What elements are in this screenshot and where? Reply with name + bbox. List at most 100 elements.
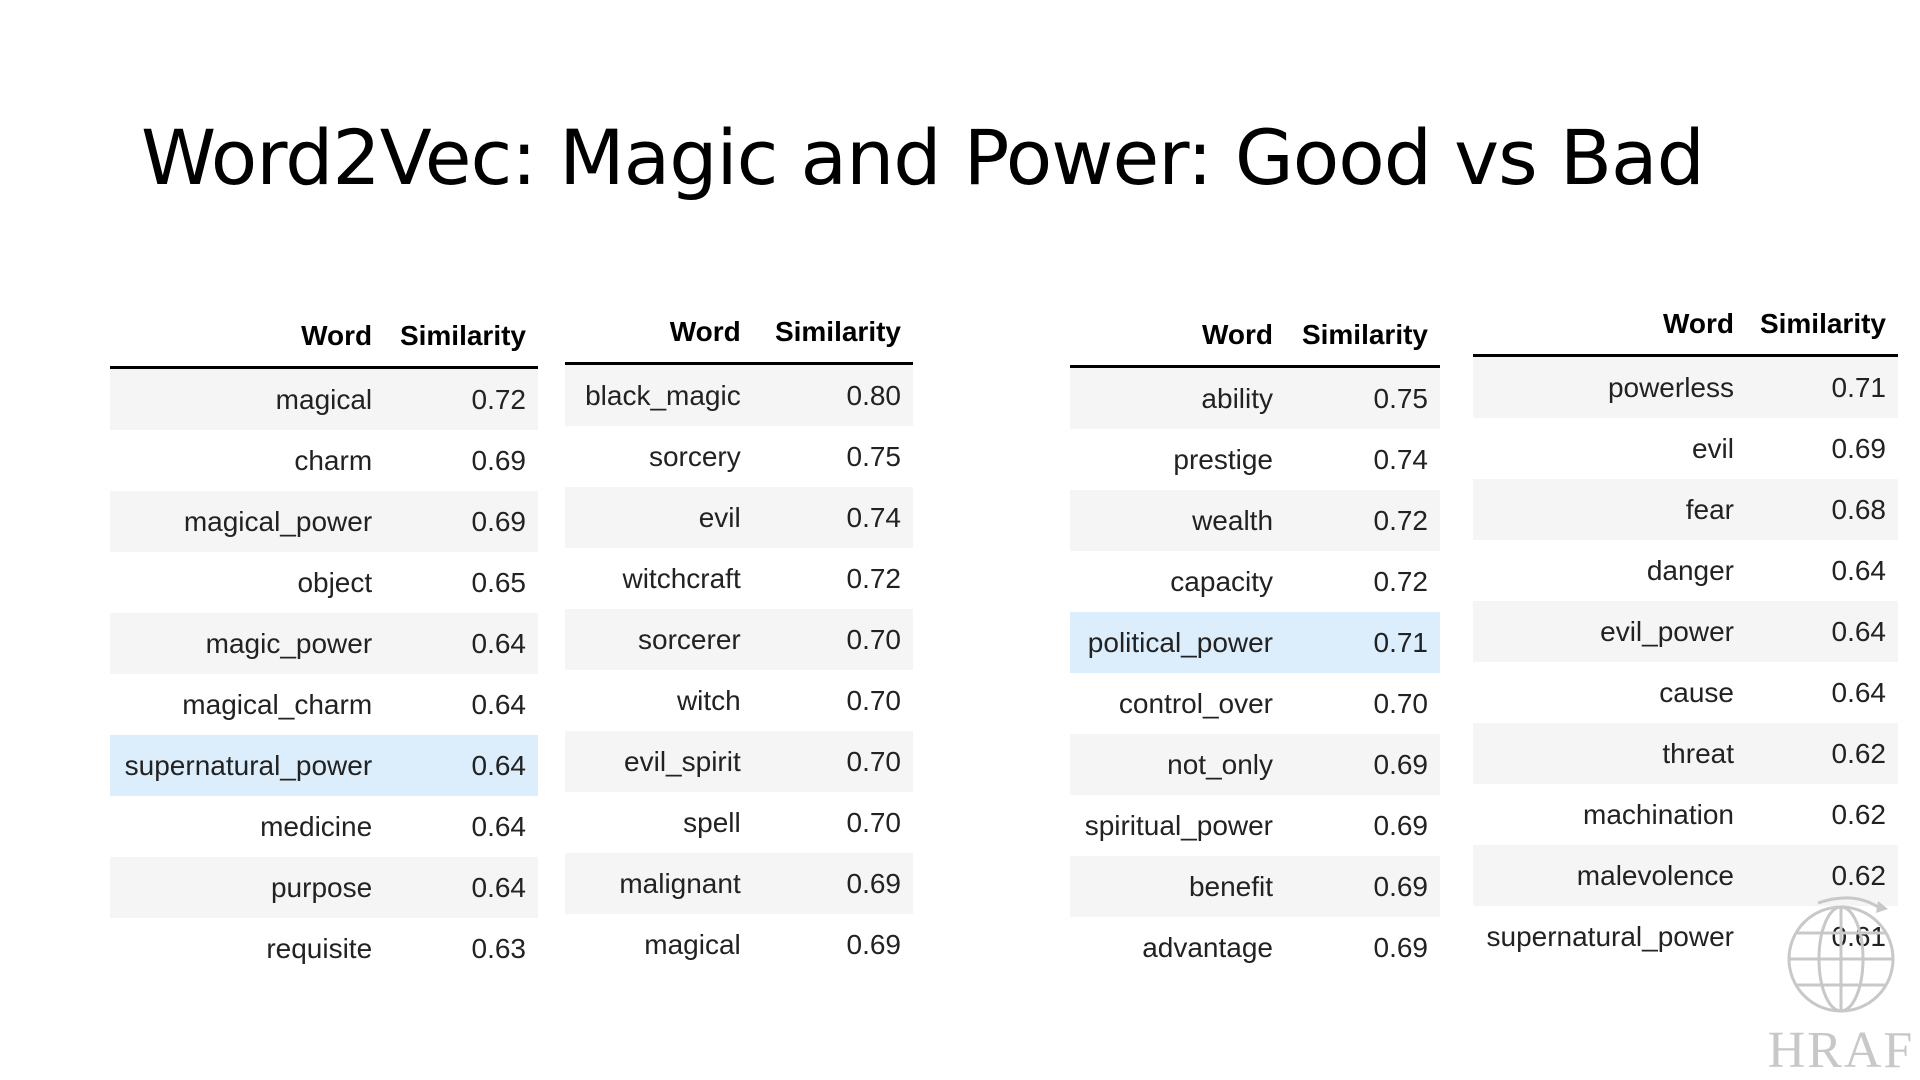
word-cell: fear [1473, 479, 1746, 540]
slide-title: Word2Vec: Magic and Power: Good vs Bad [141, 113, 1705, 202]
table-row: evil 0.74 [565, 487, 913, 548]
similarity-cell: 0.62 [1746, 723, 1898, 784]
similarity-cell: 0.71 [1746, 355, 1898, 418]
table-row: prestige 0.74 [1070, 429, 1440, 490]
table-row: malevolence 0.62 [1473, 845, 1898, 906]
word-cell: wealth [1070, 490, 1286, 551]
word-cell: powerless [1473, 355, 1746, 418]
table-row: magical_charm 0.64 [110, 674, 538, 735]
table-header-row: Word Similarity [1070, 304, 1440, 368]
similarity-cell: 0.70 [752, 792, 913, 853]
similarity-cell: 0.71 [1285, 612, 1440, 673]
word-column-header: Word [1070, 304, 1286, 368]
similarity-cell: 0.63 [384, 918, 538, 979]
similarity-cell: 0.72 [752, 548, 913, 609]
similarity-cell: 0.64 [1746, 601, 1898, 662]
word-cell: supernatural_power [1473, 906, 1746, 967]
hraf-logo: HRAF [1762, 893, 1920, 1080]
similarity-column-header: Similarity [752, 301, 913, 365]
word-cell: not_only [1070, 734, 1286, 795]
table-row: evil_power 0.64 [1473, 601, 1898, 662]
word-cell: magical [565, 914, 753, 975]
word-cell: black_magic [565, 363, 753, 426]
similarity-cell: 0.69 [1285, 734, 1440, 795]
similarity-cell: 0.72 [1285, 551, 1440, 612]
similarity-cell: 0.70 [752, 670, 913, 731]
table-row: spiritual_power 0.69 [1070, 795, 1440, 856]
similarity-cell: 0.72 [384, 367, 538, 430]
word-cell: supernatural_power [110, 735, 385, 796]
similarity-cell: 0.75 [752, 426, 913, 487]
word-column-header: Word [565, 301, 753, 365]
table-row: danger 0.64 [1473, 540, 1898, 601]
similarity-cell: 0.69 [384, 491, 538, 552]
word-cell: magical_power [110, 491, 385, 552]
word-cell: spiritual_power [1070, 795, 1286, 856]
word-cell: witch [565, 670, 753, 731]
highlighted-table-row: political_power 0.71 [1070, 612, 1440, 673]
word-cell: capacity [1070, 551, 1286, 612]
word-cell: sorcerer [565, 609, 753, 670]
word-cell: requisite [110, 918, 385, 979]
similarity-cell: 0.74 [752, 487, 913, 548]
similarity-cell: 0.70 [752, 731, 913, 792]
table-row: magical 0.69 [565, 914, 913, 975]
word-cell: magical [110, 367, 385, 430]
table-row: malignant 0.69 [565, 853, 913, 914]
word-cell: political_power [1070, 612, 1286, 673]
highlighted-table-row: supernatural_power 0.64 [110, 735, 538, 796]
similarity-cell: 0.64 [384, 857, 538, 918]
similarity-table-power-bad: Word Similarity powerless 0.71 evil 0.69 f… [1473, 293, 1898, 967]
similarity-cell: 0.72 [1285, 490, 1440, 551]
word-cell: medicine [110, 796, 385, 857]
table-row: threat 0.62 [1473, 723, 1898, 784]
similarity-cell: 0.64 [384, 796, 538, 857]
table-row: capacity 0.72 [1070, 551, 1440, 612]
similarity-cell: 0.70 [752, 609, 913, 670]
word-cell: ability [1070, 366, 1286, 429]
similarity-cell: 0.69 [752, 853, 913, 914]
word-cell: evil [1473, 418, 1746, 479]
table-row: magical_power 0.69 [110, 491, 538, 552]
table-row: fear 0.68 [1473, 479, 1898, 540]
word-column-header: Word [1473, 293, 1746, 357]
table-row: evil 0.69 [1473, 418, 1898, 479]
word-cell: evil_power [1473, 601, 1746, 662]
word-cell: danger [1473, 540, 1746, 601]
table-row: charm 0.69 [110, 430, 538, 491]
similarity-table-magic-good: Word Similarity magical 0.72 charm 0.69 ma… [110, 305, 538, 979]
similarity-cell: 0.65 [384, 552, 538, 613]
table-row: object 0.65 [110, 552, 538, 613]
word-cell: purpose [110, 857, 385, 918]
word-cell: malevolence [1473, 845, 1746, 906]
table-row: advantage 0.69 [1070, 917, 1440, 978]
similarity-cell: 0.64 [384, 613, 538, 674]
similarity-cell: 0.69 [384, 430, 538, 491]
similarity-table-power-good: Word Similarity ability 0.75 prestige 0.74… [1070, 304, 1440, 978]
table-row: magical 0.72 [110, 367, 538, 430]
similarity-cell: 0.70 [1285, 673, 1440, 734]
word-cell: machination [1473, 784, 1746, 845]
table-header-row: Word Similarity [1473, 293, 1898, 357]
word-cell: object [110, 552, 385, 613]
table-row: supernatural_power 0.61 [1473, 906, 1898, 967]
word-cell: prestige [1070, 429, 1286, 490]
globe-icon [1787, 896, 1895, 1013]
word-cell: control_over [1070, 673, 1286, 734]
similarity-table-magic-bad: Word Similarity black_magic 0.80 sorcery 0… [565, 301, 913, 975]
word-cell: threat [1473, 723, 1746, 784]
table-row: evil_spirit 0.70 [565, 731, 913, 792]
table-row: purpose 0.64 [110, 857, 538, 918]
similarity-cell: 0.69 [1746, 418, 1898, 479]
word-cell: spell [565, 792, 753, 853]
word-cell: magic_power [110, 613, 385, 674]
word-cell: cause [1473, 662, 1746, 723]
similarity-cell: 0.64 [384, 674, 538, 735]
word-cell: magical_charm [110, 674, 385, 735]
table-row: powerless 0.71 [1473, 355, 1898, 418]
similarity-cell: 0.64 [1746, 540, 1898, 601]
similarity-cell: 0.62 [1746, 845, 1898, 906]
table-row: magic_power 0.64 [110, 613, 538, 674]
word-cell: evil_spirit [565, 731, 753, 792]
similarity-column-header: Similarity [1285, 304, 1440, 368]
